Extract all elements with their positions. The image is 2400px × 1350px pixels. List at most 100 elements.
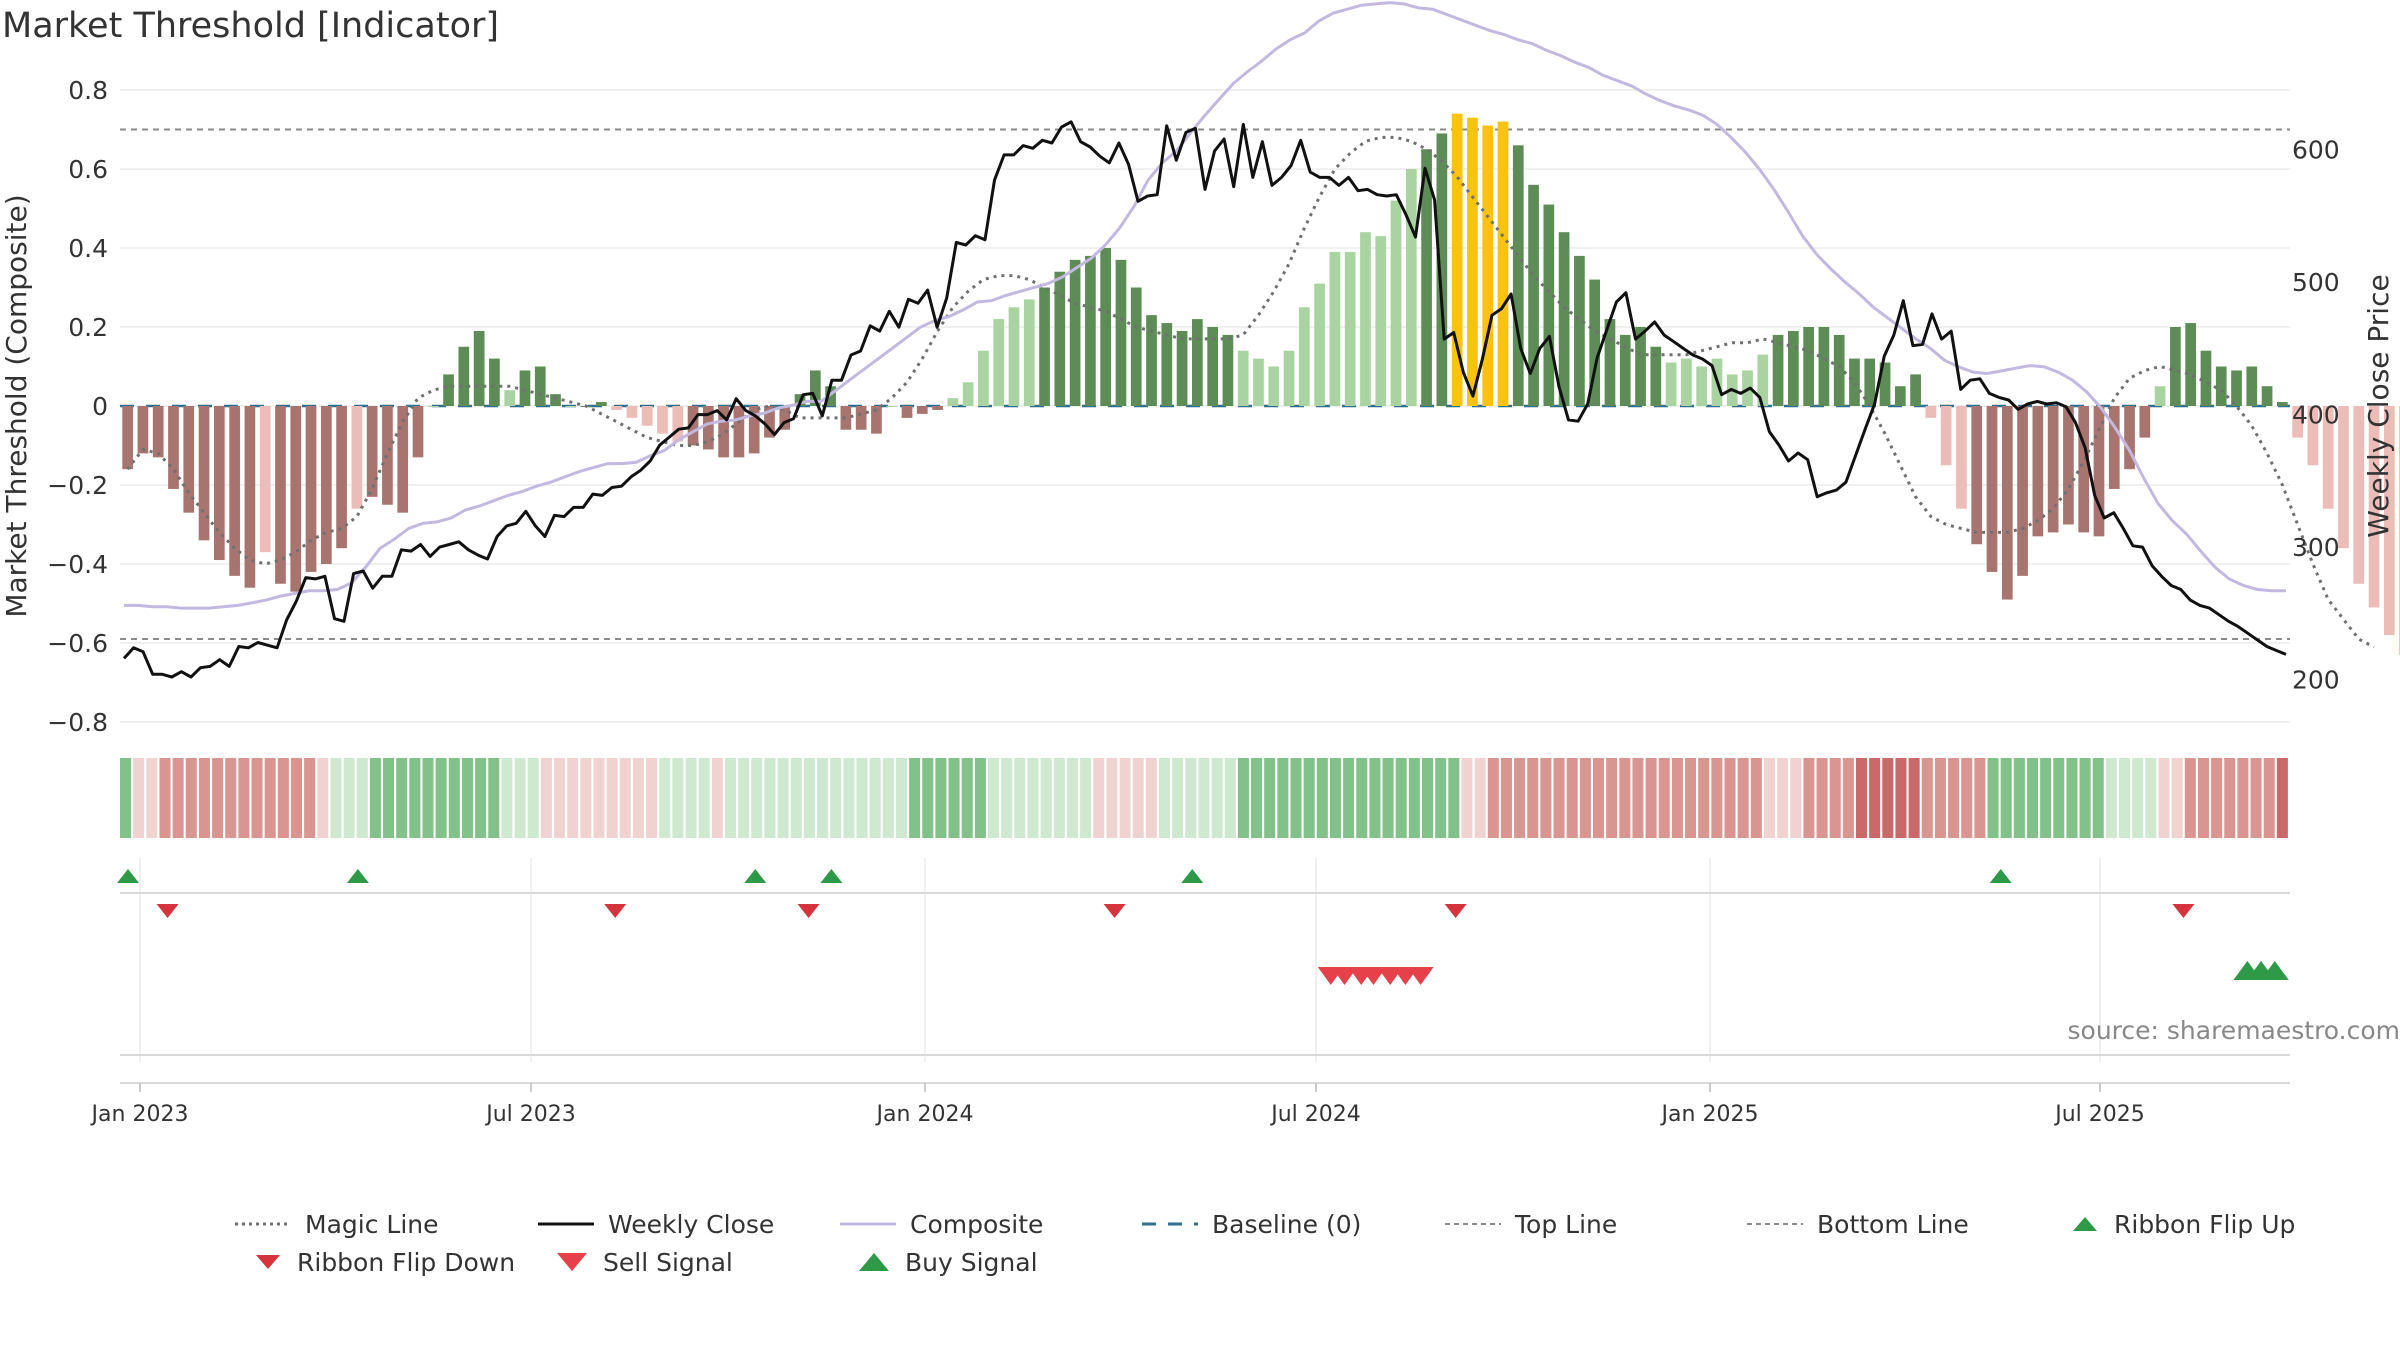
ribbon-flip-up-marker <box>820 869 843 883</box>
composite-bar <box>1405 169 1417 406</box>
composite-bar <box>1833 334 1845 406</box>
ribbon-cell <box>1211 758 1223 838</box>
ribbon-cell <box>790 758 802 838</box>
composite-bar <box>871 406 882 434</box>
ribbon-cell <box>1329 758 1341 838</box>
composite-bar <box>2078 406 2090 533</box>
ribbon-cell <box>1080 758 1092 838</box>
buy-signal-marker <box>2260 961 2289 980</box>
composite-bar <box>1069 259 1081 406</box>
ribbon-cell <box>120 758 132 838</box>
composite-bar <box>351 406 363 509</box>
ribbon-flip-down-marker <box>1103 904 1126 918</box>
ribbon-cell <box>1027 758 1039 838</box>
composite-bar <box>1956 406 1967 509</box>
composite-bar <box>978 350 989 406</box>
ribbon-cell <box>1579 758 1591 838</box>
market-threshold-chart: 0.8 0.6 0.4 0.2 0 −0.2 −0.4 −0.6 −0.8 600 500 400 30… <box>0 1 2400 1127</box>
ribbon-cell <box>2171 758 2183 838</box>
ribbon-cell <box>448 758 460 838</box>
ribbon-cell <box>1053 758 1065 838</box>
composite-bar <box>1390 200 1402 406</box>
signal-markers <box>117 869 2290 1084</box>
ribbon-cell <box>1527 758 1539 838</box>
composite-bar <box>2231 370 2242 406</box>
composite-bar <box>458 346 470 406</box>
composite-bar <box>886 406 898 407</box>
composite-bar <box>1360 232 1371 406</box>
composite-bar <box>427 406 439 407</box>
ribbon-cell <box>882 758 894 838</box>
ribbon-cell <box>2066 758 2078 838</box>
ribbon-cell <box>1908 758 1920 838</box>
composite-bar <box>2246 366 2258 406</box>
ribbon-cell <box>738 758 750 838</box>
ribbon-cell <box>1461 758 1473 838</box>
composite-bar <box>244 406 256 588</box>
ribbon-cell <box>225 758 237 838</box>
ribbon-cell <box>1251 758 1263 838</box>
ribbon-cell <box>1224 758 1236 838</box>
ribbon-cell <box>475 758 487 838</box>
ribbon-cell <box>2013 758 2025 838</box>
ribbon-cell <box>1856 758 1868 838</box>
ribbon-cell <box>1277 758 1289 838</box>
ribbon-cell <box>817 758 829 838</box>
composite-bar <box>1100 248 1112 406</box>
composite-bar <box>1757 354 1769 406</box>
buy-signal-swatch <box>859 1253 889 1271</box>
ribbon-flip-up-marker <box>346 869 369 883</box>
composite-bar <box>1130 287 1142 406</box>
ribbon-cell <box>869 758 881 838</box>
ribbon-cell <box>2119 758 2131 838</box>
composite-bar <box>1314 283 1325 406</box>
x-tick-label: Jan 2024 <box>875 1102 974 1127</box>
composite-bar <box>1375 236 1387 406</box>
composite-bar <box>290 406 302 592</box>
ribbon-cell <box>1803 758 1815 838</box>
composite-bar <box>565 406 577 407</box>
composite-bar <box>1894 386 1906 406</box>
composite-bar <box>2322 406 2334 509</box>
ribbon-cell <box>1106 758 1118 838</box>
x-tick-label: Jan 2023 <box>90 1102 189 1127</box>
ribbon-cell <box>1514 758 1526 838</box>
series-lines <box>122 1 2375 679</box>
composite-bar <box>825 386 836 406</box>
ribbon-cell <box>1790 758 1802 838</box>
ribbon-cell <box>304 758 316 838</box>
baseline-swatch <box>1142 1222 1198 1226</box>
composite-bar <box>229 406 240 576</box>
ribbon-flip-down-marker <box>797 904 820 918</box>
ribbon-cell <box>2197 758 2209 838</box>
ribbon-cell <box>764 758 776 838</box>
y-tick-label: −0.4 <box>47 550 108 579</box>
legend-item-ribbon-flip-down: Ribbon Flip Down <box>253 1243 515 1281</box>
ribbon-cell <box>1487 758 1499 838</box>
x-tick-label: Jul 2023 <box>484 1102 576 1127</box>
ribbon-cell <box>2263 758 2275 838</box>
ribbon-cell <box>488 758 500 838</box>
composite-bar <box>1589 279 1601 406</box>
composite-bar <box>840 406 852 430</box>
y-tick-label: 0.2 <box>68 313 108 342</box>
composite-swatch <box>840 1222 896 1226</box>
composite-bar <box>1528 184 1539 406</box>
ribbon-cell <box>2211 758 2223 838</box>
composite-bar <box>1161 323 1173 406</box>
ribbon-flip-down-marker <box>604 904 627 918</box>
ribbon-cell <box>1158 758 1171 838</box>
ribbon-cell <box>1316 758 1328 838</box>
ribbon-cell <box>2250 758 2262 838</box>
composite-bar <box>1864 358 1876 406</box>
composite-bar <box>1039 287 1050 406</box>
ribbon-cell <box>1382 758 1394 838</box>
composite-bar <box>657 406 668 434</box>
ribbon-cell <box>1987 758 1999 838</box>
ribbon-cell <box>1553 758 1565 838</box>
ribbon-cell <box>1948 758 1960 838</box>
composite-bar <box>1574 255 1585 406</box>
legend-item-bottom-line: Bottom Line <box>1747 1205 1969 1243</box>
composite-bar <box>1008 307 1020 406</box>
ribbon-cell <box>646 758 658 838</box>
